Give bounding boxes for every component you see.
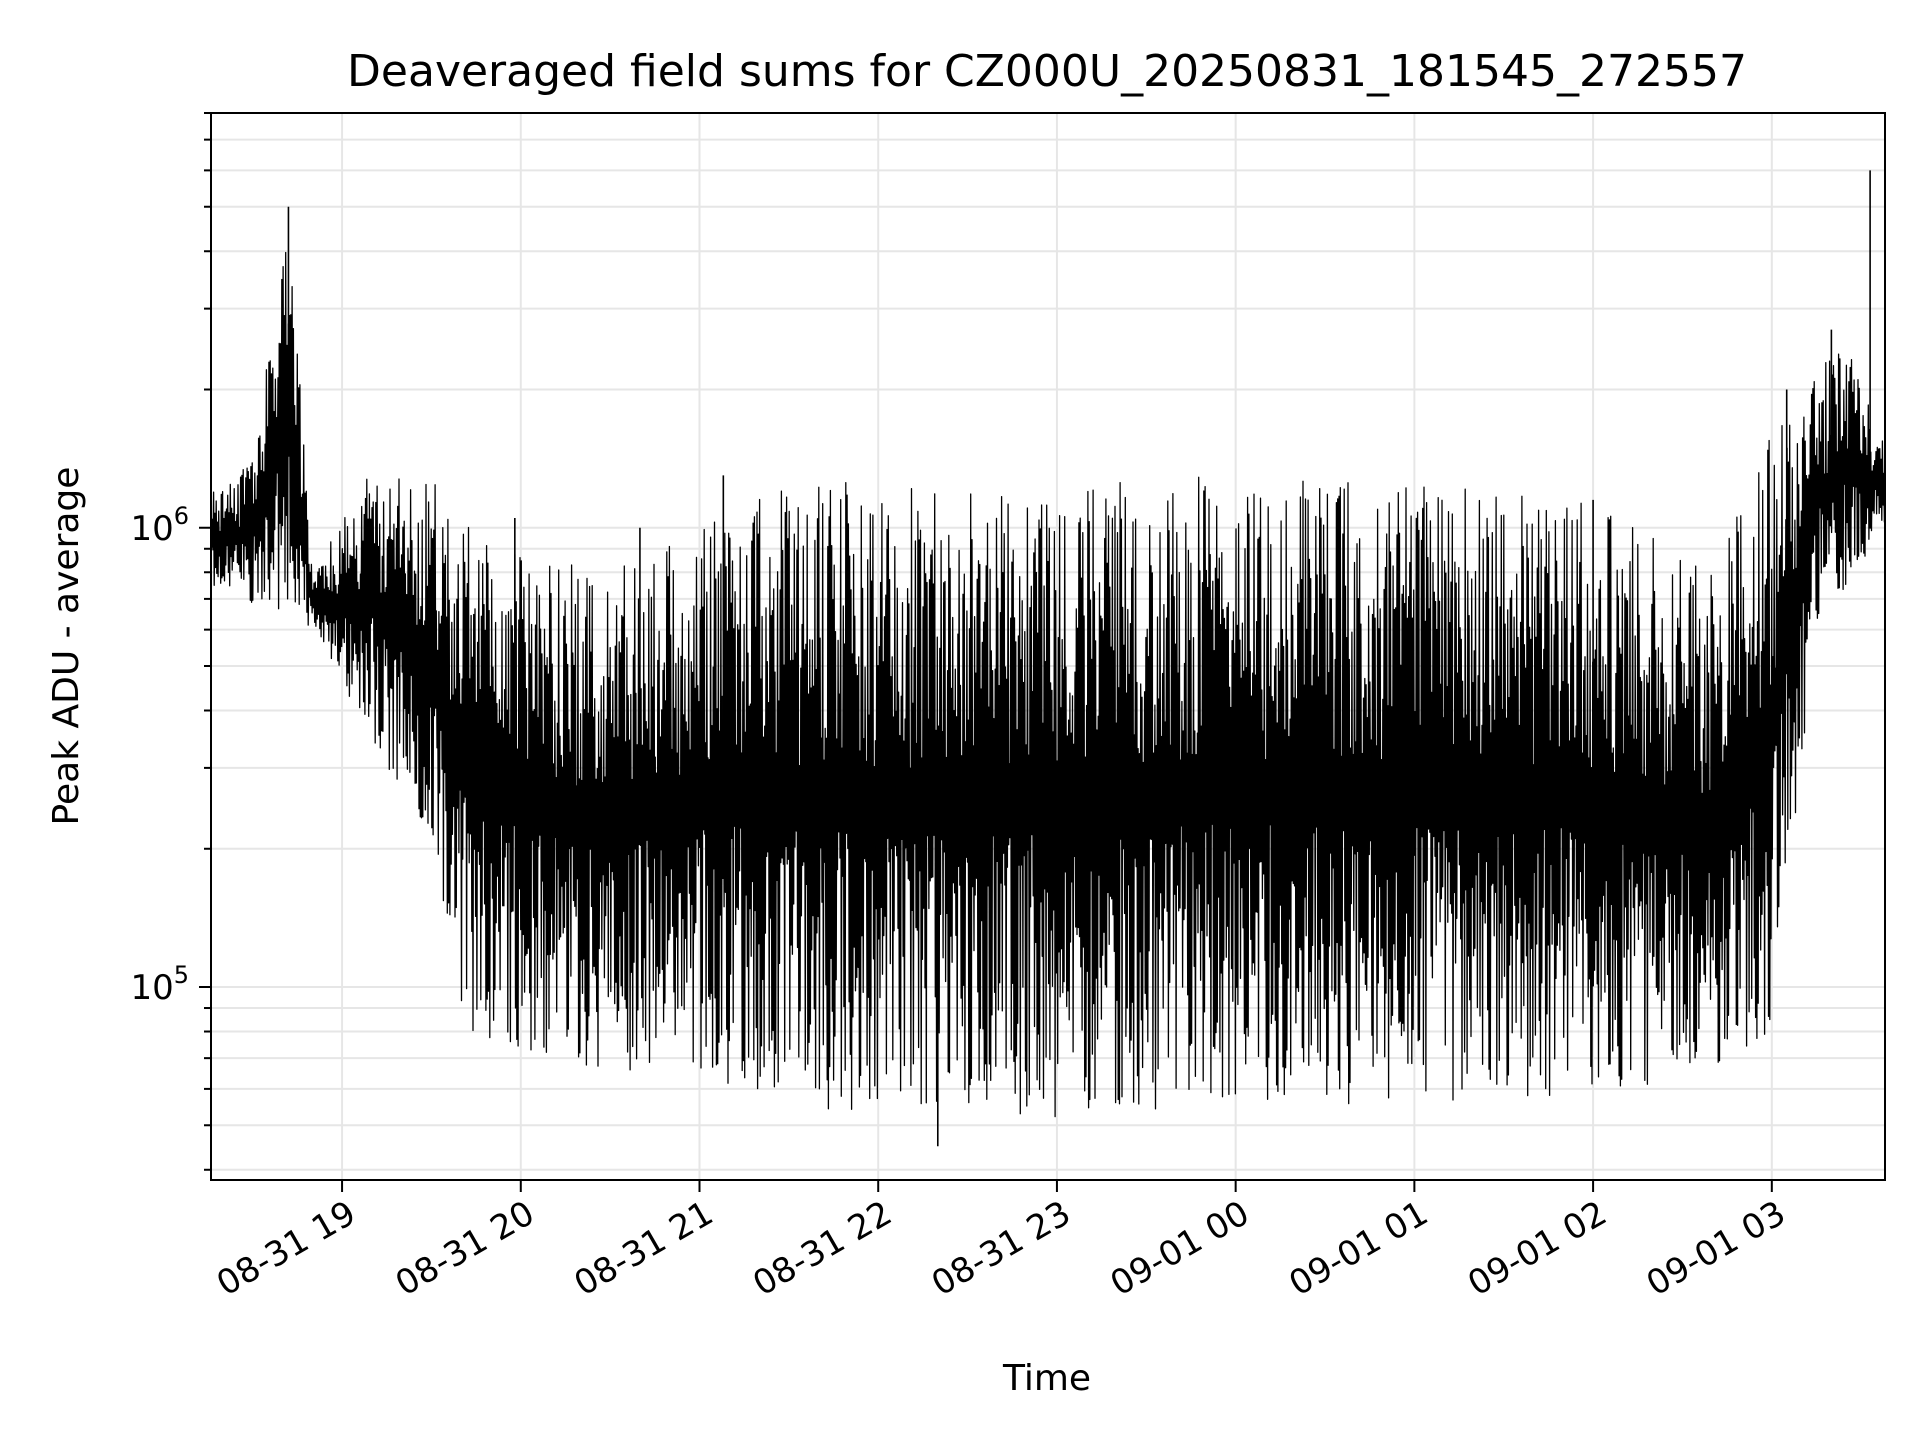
x-tick-label: 09-01 03 <box>1640 1193 1792 1304</box>
x-tick-label: 09-01 01 <box>1282 1193 1434 1304</box>
y-axis-label: Peak ADU - average <box>46 467 87 826</box>
x-axis-label: Time <box>1002 1358 1091 1399</box>
x-tick-label: 08-31 19 <box>210 1193 362 1304</box>
x-tick-label: 08-31 23 <box>925 1193 1077 1304</box>
y-tick-label: 106 <box>130 502 189 549</box>
data-layer <box>210 170 1886 1147</box>
series-line <box>210 251 1886 1118</box>
x-tick-label: 08-31 22 <box>746 1193 898 1304</box>
x-tick-label: 08-31 21 <box>568 1193 720 1304</box>
plot-frame <box>210 112 1886 1181</box>
y-axis: 105 106 <box>130 112 211 1171</box>
y-tick-label: 105 <box>130 961 189 1008</box>
x-tick-label: 08-31 20 <box>389 1193 541 1304</box>
x-tick-label: 09-01 00 <box>1104 1193 1256 1304</box>
chart-title: Deaveraged field sums for CZ000U_2025083… <box>347 46 1747 97</box>
x-axis: 08-31 19 08-31 20 08-31 21 08-31 22 08-31 23… <box>210 1180 1792 1304</box>
x-tick-label: 09-01 02 <box>1461 1193 1613 1304</box>
